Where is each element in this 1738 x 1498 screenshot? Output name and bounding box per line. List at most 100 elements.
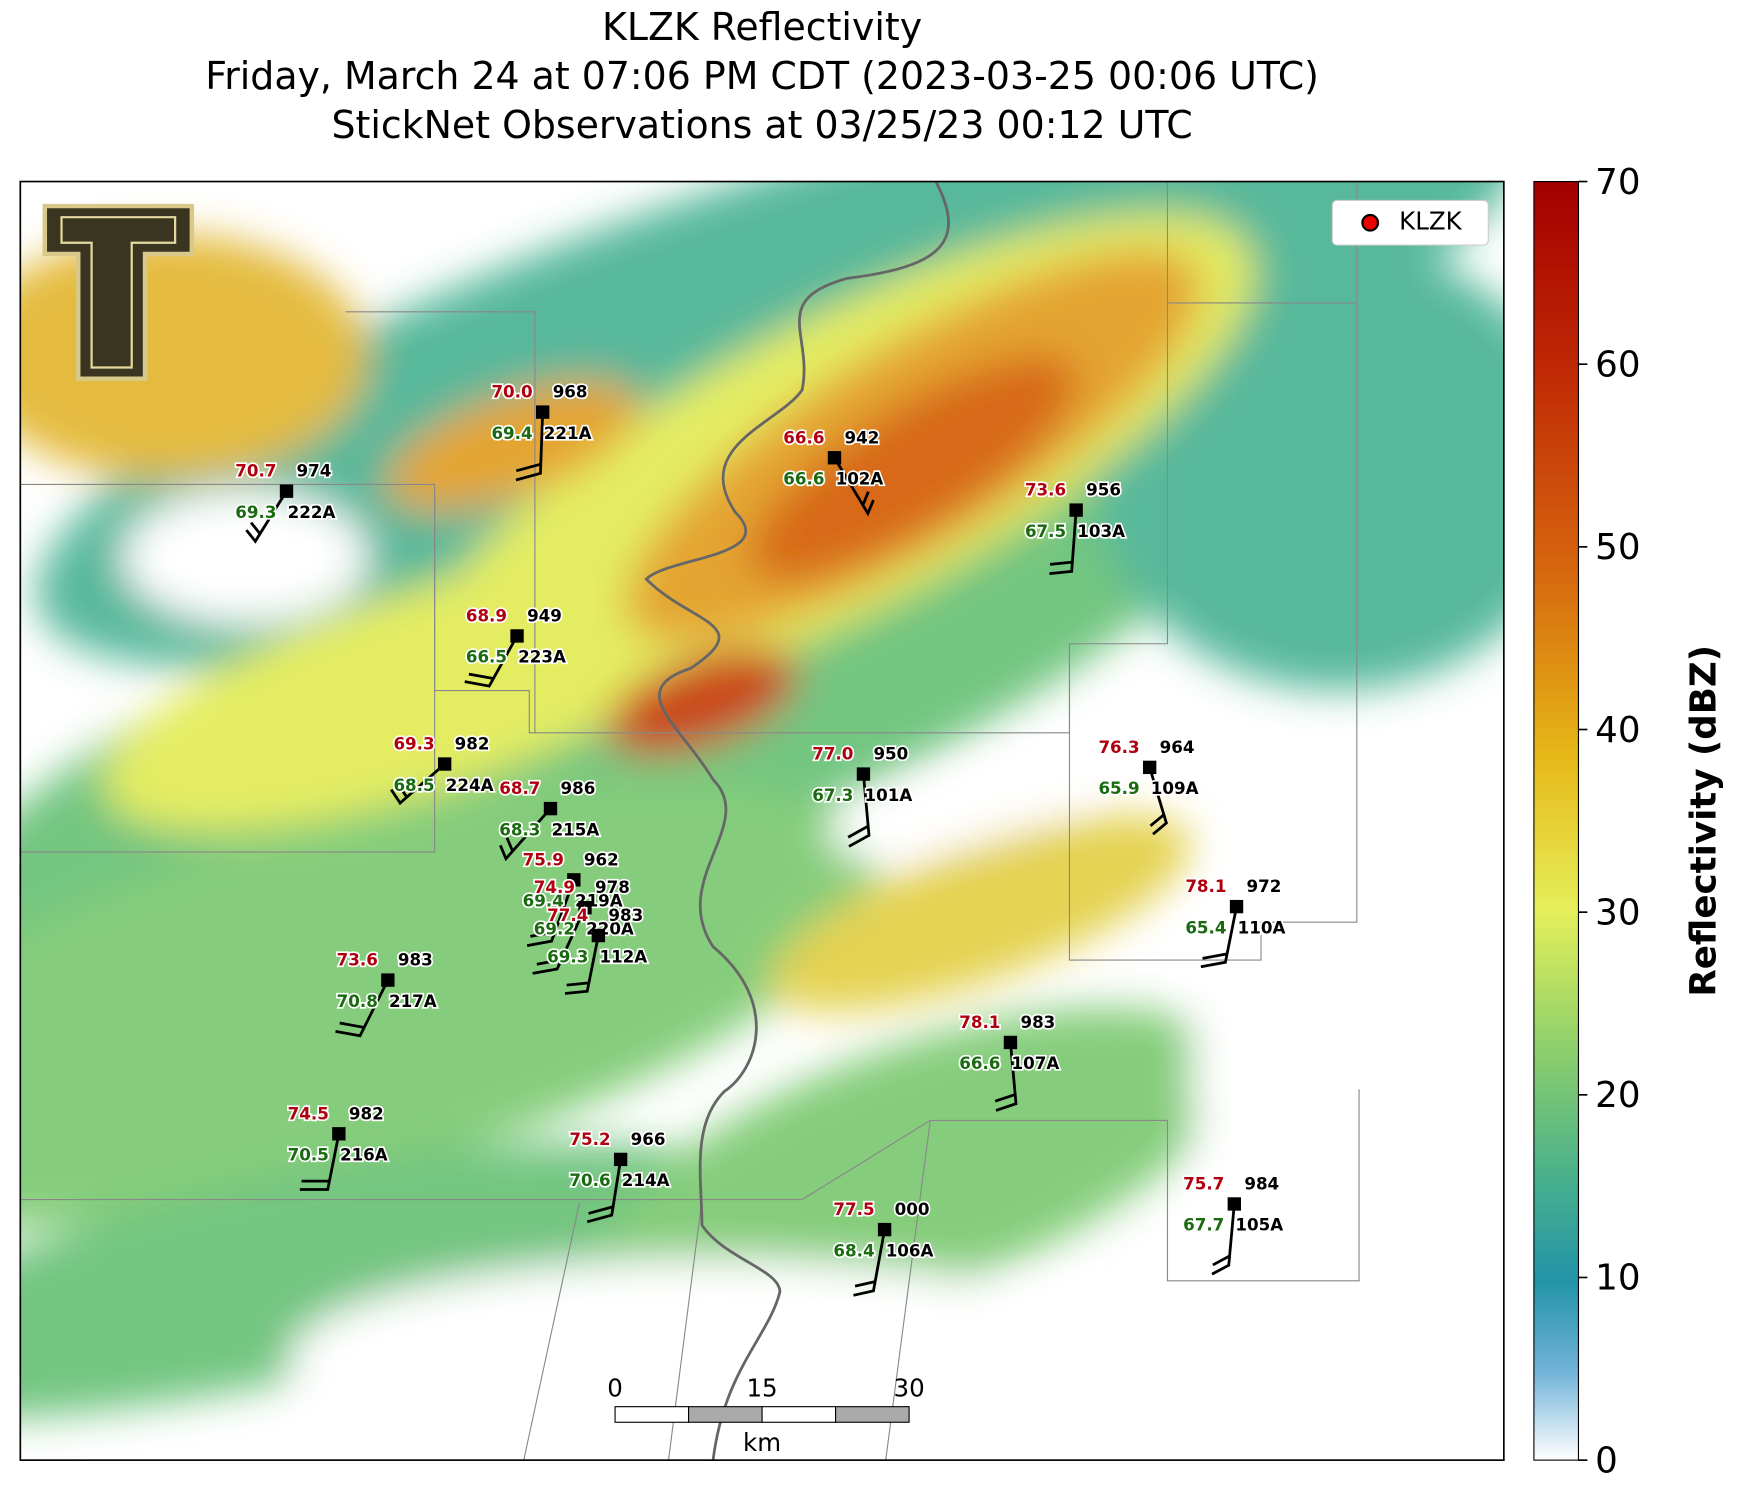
colorbar-tick-label: 10: [1595, 1258, 1640, 1299]
wind-barb: [833, 457, 875, 517]
dewpoint: 68.4: [833, 1240, 874, 1260]
colorbar-label: Reflectivity (dBZ): [1683, 645, 1724, 997]
temperature: 75.9: [523, 849, 564, 869]
scale-segment: [688, 1406, 763, 1423]
dewpoint: 69.2: [534, 918, 575, 938]
wind-barb: [853, 1229, 886, 1297]
scale-bar: 0 15 30 km: [607, 1374, 924, 1458]
wind-barb: [335, 979, 390, 1038]
dewpoint: 65.9: [1098, 778, 1139, 798]
wind-barb: [994, 1042, 1018, 1112]
temperature: 77.5: [833, 1199, 874, 1219]
station-marker: [591, 928, 606, 943]
pressure: 956: [1086, 480, 1121, 500]
station-marker: [437, 757, 452, 771]
wind-barb: [299, 1133, 341, 1191]
scale-segment: [761, 1406, 837, 1423]
dewpoint: 68.3: [499, 819, 540, 839]
temperature: 78.1: [1185, 876, 1226, 896]
dewpoint: 70.5: [288, 1145, 329, 1165]
subtitle: Friday, March 24 at 07:06 PM CDT (2023-0…: [205, 54, 1319, 98]
dewpoint: 69.4: [491, 423, 532, 443]
logo: [42, 203, 195, 381]
dewpoint: 68.5: [393, 775, 434, 795]
colorbar-tick-label: 50: [1595, 527, 1640, 568]
station-id: 109A: [1151, 778, 1199, 798]
station-id: 112A: [599, 946, 647, 966]
dewpoint: 69.3: [547, 946, 588, 966]
station-id: 105A: [1235, 1215, 1283, 1235]
scale-label: 0: [607, 1374, 623, 1403]
legend: KLZK: [1331, 199, 1489, 246]
wind-barb: [564, 935, 600, 995]
dewpoint: 70.6: [569, 1170, 610, 1190]
station-id: 217A: [389, 991, 437, 1011]
station-marker: [578, 901, 592, 915]
dewpoint: 67.7: [1183, 1215, 1224, 1235]
pressure: 984: [1244, 1173, 1279, 1193]
pressure: 974: [297, 461, 332, 481]
pressure: 983: [398, 950, 433, 970]
station-id: 224A: [446, 775, 494, 795]
scale-label: 15: [746, 1374, 777, 1403]
station-id: 106A: [886, 1240, 934, 1260]
temperature: 70.7: [235, 461, 276, 481]
colorbar-ticks: 0 10 20 30 40 50 60 70: [1578, 162, 1641, 1481]
wind-barb: [515, 412, 545, 482]
dewpoint: 67.3: [812, 785, 853, 805]
station-marker: [381, 973, 395, 987]
stations: 70.0 968 69.4 221A 66.6 942 66.6 102A 70.7 974 69.…: [234, 380, 1287, 1297]
title: KLZK Reflectivity: [602, 5, 922, 49]
pressure: 942: [844, 427, 879, 447]
station-id: 110A: [1238, 917, 1286, 937]
temperature: 66.6: [783, 427, 824, 447]
dewpoint: 69.3: [235, 502, 276, 522]
pressure: 983: [608, 905, 643, 925]
legend-label: KLZK: [1399, 206, 1462, 235]
station-marker: [332, 1127, 346, 1141]
dewpoint: 67.5: [1025, 521, 1066, 541]
pressure: 966: [631, 1129, 666, 1149]
temperature: 75.2: [569, 1129, 610, 1149]
pressure: 978: [595, 877, 630, 897]
station-marker: [1003, 1035, 1018, 1050]
temperature: 73.6: [337, 950, 378, 970]
station-id: 101A: [865, 785, 913, 805]
wind-barb: [526, 879, 576, 947]
station-marker: [543, 801, 558, 816]
wind-barb: [499, 807, 552, 862]
wind-barb: [245, 490, 288, 544]
radar-layer: [20, 181, 1504, 1461]
station-marker: [877, 1222, 892, 1237]
station-id: 215A: [552, 819, 600, 839]
colorbar-tick-label: 60: [1595, 344, 1640, 385]
wind-barb: [532, 907, 587, 975]
pressure: 982: [455, 734, 490, 754]
wind-barb: [464, 635, 519, 688]
station-marker: [1069, 503, 1083, 517]
wind-barb: [390, 762, 446, 806]
temperature: 74.5: [288, 1103, 329, 1123]
station-id: 103A: [1077, 521, 1125, 541]
pressure: 972: [1247, 876, 1282, 896]
temperature: 76.3: [1098, 737, 1139, 757]
pressure: 983: [1020, 1012, 1055, 1032]
station-id: 221A: [544, 423, 592, 443]
dewpoint: 66.6: [783, 468, 824, 488]
colorbar-tick-label: 70: [1595, 162, 1640, 203]
dewpoint: 66.6: [959, 1053, 1000, 1073]
scale-unit: km: [743, 1428, 781, 1457]
temperature: 68.7: [499, 778, 540, 798]
station-id: 107A: [1012, 1053, 1060, 1073]
temperature: 77.4: [547, 905, 588, 925]
pressure: 950: [873, 744, 908, 764]
wind-barb: [1049, 509, 1078, 575]
temperature: 70.0: [491, 382, 532, 402]
station-marker: [1142, 760, 1157, 775]
wind-barb: [586, 1159, 623, 1224]
pressure: 962: [584, 849, 619, 869]
dewpoint: 65.4: [1185, 917, 1226, 937]
pressure: 949: [527, 605, 562, 625]
pressure: 982: [349, 1103, 384, 1123]
